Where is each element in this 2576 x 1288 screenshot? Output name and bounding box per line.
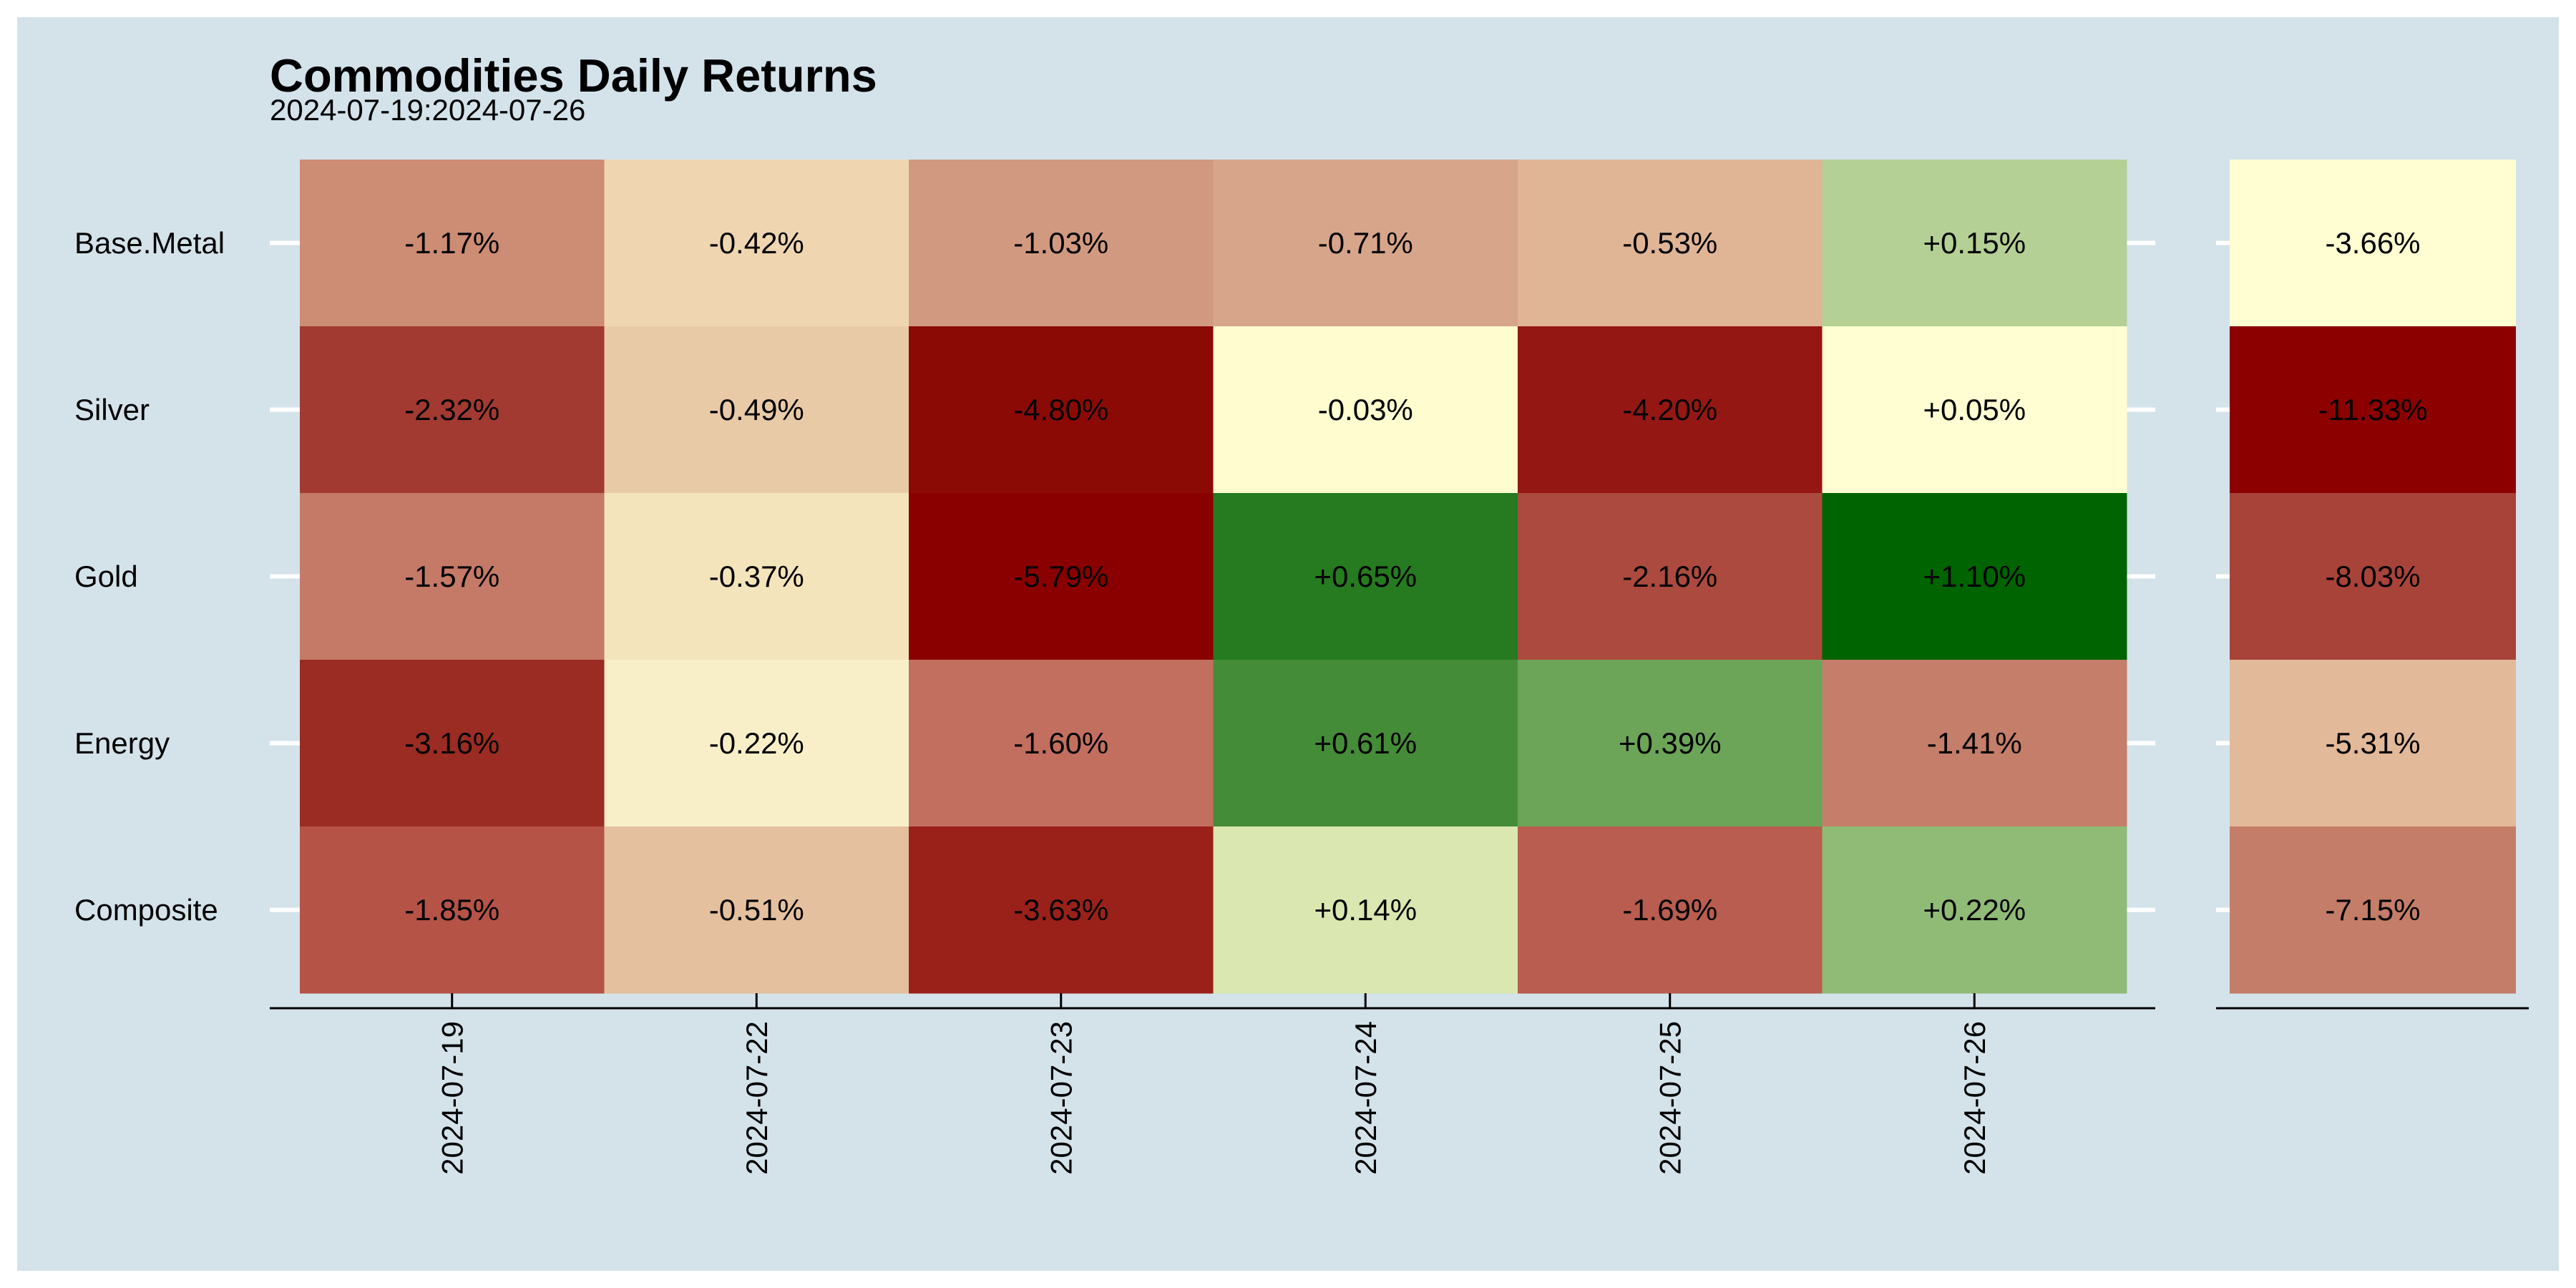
heatmap-cell: [604, 326, 909, 494]
total-value-label: -8.03%: [2325, 560, 2420, 593]
heatmap-cell: [1518, 826, 1823, 994]
cell-value-label: -3.63%: [1013, 893, 1108, 927]
heatmap-cell: [1213, 493, 1518, 660]
cell-value-label: -1.17%: [404, 226, 499, 260]
total-cell: [2230, 326, 2516, 494]
row-labels: Base.Metal Silver Gold Energy Composite: [74, 226, 225, 927]
row-label: Silver: [74, 393, 150, 426]
x-tick-label: 2024-07-26: [1958, 1021, 1991, 1175]
heatmap-cell: [1822, 826, 2127, 994]
total-value-label: -3.66%: [2325, 226, 2420, 260]
heatmap-cell: [1518, 160, 1823, 327]
row-label: Gold: [74, 560, 138, 593]
heatmap-cell: [1213, 826, 1518, 994]
cell-value-label: +0.14%: [1314, 893, 1417, 927]
heatmap-cell: [300, 826, 605, 994]
x-tick-label: 2024-07-24: [1349, 1021, 1382, 1175]
heatmap-cell: [909, 826, 1214, 994]
cell-value-label: -0.53%: [1622, 226, 1717, 260]
cell-value-label: +0.05%: [1923, 393, 2026, 426]
total-value-label: -7.15%: [2325, 893, 2420, 927]
cell-value-label: -0.42%: [709, 226, 804, 260]
cell-value-label: -0.22%: [709, 726, 804, 760]
heatmap-cell: [1822, 660, 2127, 827]
cell-value-label: -0.37%: [709, 560, 804, 593]
x-tick-labels: 2024-07-19 2024-07-22 2024-07-23 2024-07-24…: [435, 1021, 1991, 1175]
heatmap-cell: [604, 826, 909, 994]
cell-value-label: -4.80%: [1013, 393, 1108, 426]
heatmap-cell: [604, 493, 909, 660]
total-cell: [2230, 826, 2516, 994]
cell-value-label: -0.71%: [1318, 226, 1413, 260]
cell-value-label: -3.16%: [404, 726, 499, 760]
cell-value-label: -1.03%: [1013, 226, 1108, 260]
cell-value-label: -0.49%: [709, 393, 804, 426]
cell-value-label: -0.51%: [709, 893, 804, 927]
row-label: Base.Metal: [74, 226, 225, 260]
cell-value-label: +0.61%: [1314, 726, 1417, 760]
heatmap-cell: [909, 160, 1214, 327]
heatmap-cell: [1518, 493, 1823, 660]
heatmap-cell: [1213, 160, 1518, 327]
total-value-label: -5.31%: [2325, 726, 2420, 760]
cell-value-label: -2.32%: [404, 393, 499, 426]
cell-value-label: -0.03%: [1318, 393, 1413, 426]
cell-value-label: -1.85%: [404, 893, 499, 927]
heatmap-cell: [604, 660, 909, 827]
total-cell: [2230, 493, 2516, 660]
cell-value-label: -5.79%: [1013, 560, 1108, 593]
total-cell: [2230, 160, 2516, 327]
cell-value-label: -2.16%: [1622, 560, 1717, 593]
x-tick-label: 2024-07-19: [435, 1021, 469, 1175]
heatmap-cell: [909, 493, 1214, 660]
heatmap-cell: [300, 326, 605, 494]
total-cells: -3.66% -11.33% -8.03% -5.31% -7.15%: [2230, 160, 2516, 994]
cell-value-label: +1.10%: [1923, 560, 2026, 593]
row-ticks: [270, 240, 2230, 912]
heatmap-cell: [604, 160, 909, 327]
x-axis: [270, 993, 2529, 1010]
heatmap-cell: [1822, 160, 2127, 327]
heatmap-cells: -1.17% -0.42% -1.03% -0.71% -0.53% +0.15% -2.3…: [300, 160, 2127, 994]
heatmap-cell: [1213, 326, 1518, 494]
x-tick-label: 2024-07-22: [740, 1021, 774, 1175]
heatmap-cell: [1518, 326, 1823, 494]
heatmap-cell: [909, 326, 1214, 494]
row-label: Composite: [74, 893, 218, 927]
heatmap-cell: [909, 660, 1214, 827]
cell-value-label: +0.39%: [1619, 726, 1722, 760]
x-tick-label: 2024-07-23: [1044, 1021, 1078, 1175]
chart-subtitle: 2024-07-19:2024-07-26: [270, 93, 585, 127]
cell-value-label: -4.20%: [1622, 393, 1717, 426]
cell-value-label: +0.65%: [1314, 560, 1417, 593]
x-tick-label: 2024-07-25: [1653, 1021, 1687, 1175]
chart-title: Commodities Daily Returns: [270, 49, 877, 102]
cell-value-label: -1.41%: [1927, 726, 2022, 760]
heatmap-cell: [1822, 326, 2127, 494]
cell-value-label: +0.22%: [1923, 893, 2026, 927]
total-value-label: -11.33%: [2318, 393, 2427, 426]
heatmap-cell: [1518, 660, 1823, 827]
heatmap-cell: [300, 160, 605, 327]
cell-value-label: -1.57%: [404, 560, 499, 593]
cell-value-label: -1.69%: [1622, 893, 1717, 927]
heatmap-cell: [1213, 660, 1518, 827]
cell-value-label: +0.15%: [1923, 226, 2026, 260]
heatmap-cell: [1822, 493, 2127, 660]
heatmap-cell: [300, 660, 605, 827]
heatmap-cell: [300, 493, 605, 660]
row-label: Energy: [74, 726, 170, 760]
total-cell: [2230, 660, 2516, 827]
cell-value-label: -1.60%: [1013, 726, 1108, 760]
